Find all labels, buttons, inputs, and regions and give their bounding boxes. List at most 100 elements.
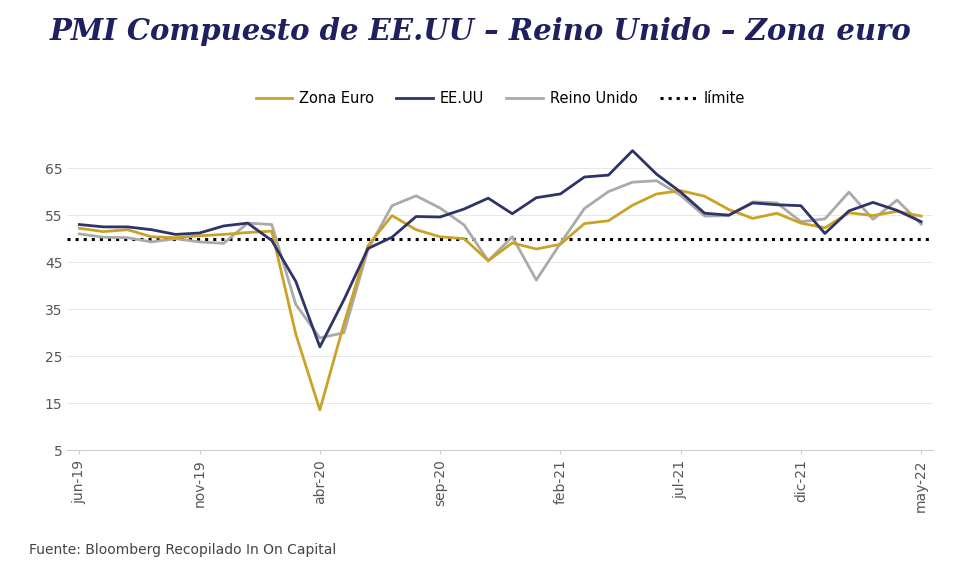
Zona Euro [794,220,805,226]
Reino Unido [169,235,181,242]
Zona Euro [73,225,86,231]
Zona Euro [554,241,565,248]
EE.UU [770,202,781,208]
EE.UU [602,172,613,178]
EE.UU [842,208,853,215]
Zona Euro [866,212,877,219]
Zona Euro [818,225,829,231]
Reino Unido [578,205,589,212]
Reino Unido [361,246,373,253]
límite [98,235,110,242]
Reino Unido [193,239,205,245]
EE.UU [242,220,254,226]
Reino Unido [626,179,637,186]
EE.UU [217,222,229,229]
EE.UU [169,231,181,238]
EE.UU [530,194,541,201]
EE.UU [193,230,205,236]
EE.UU [385,234,398,240]
Reino Unido [121,234,133,241]
EE.UU [409,213,421,220]
EE.UU [794,202,805,209]
Reino Unido [146,239,158,245]
Reino Unido [818,216,829,222]
Zona Euro [505,239,517,246]
Zona Euro [770,210,781,217]
Reino Unido [890,196,901,203]
Reino Unido [242,220,254,226]
Zona Euro [385,212,398,219]
Reino Unido [794,218,805,225]
EE.UU [578,173,589,180]
EE.UU [146,226,158,233]
EE.UU [866,199,877,206]
Zona Euro [890,208,901,215]
Zona Euro [650,190,661,197]
Reino Unido [289,301,301,308]
Zona Euro [457,235,469,242]
Zona Euro [626,202,637,209]
EE.UU [626,148,637,154]
EE.UU [698,210,709,217]
Reino Unido [530,276,541,283]
Zona Euro [242,229,254,236]
Text: PMI Compuesto de EE.UU – Reino Unido – Zona euro: PMI Compuesto de EE.UU – Reino Unido – Z… [50,17,911,46]
EE.UU [121,224,133,230]
Reino Unido [722,212,733,219]
Zona Euro [409,226,421,233]
Reino Unido [554,240,565,247]
Reino Unido [98,234,110,240]
Zona Euro [289,331,301,338]
Legend: Zona Euro, EE.UU, Reino Unido, límite: Zona Euro, EE.UU, Reino Unido, límite [250,86,750,113]
Text: Fuente: Bloomberg Recopilado In On Capital: Fuente: Bloomberg Recopilado In On Capit… [29,543,335,557]
EE.UU [265,237,277,244]
Zona Euro [265,228,277,235]
Zona Euro [121,226,133,233]
EE.UU [289,278,301,285]
Zona Euro [602,217,613,224]
EE.UU [554,190,565,197]
Zona Euro [338,320,350,327]
Zona Euro [433,234,445,240]
límite [73,235,86,242]
Reino Unido [866,216,877,223]
Zona Euro [914,213,925,220]
EE.UU [746,199,757,206]
Zona Euro [842,209,853,216]
Reino Unido [409,193,421,199]
Zona Euro [361,242,373,249]
EE.UU [98,224,110,230]
Zona Euro [313,406,325,413]
EE.UU [722,212,733,218]
Reino Unido [602,188,613,195]
Reino Unido [265,221,277,228]
EE.UU [73,221,86,228]
EE.UU [650,171,661,177]
Zona Euro [146,234,158,240]
Reino Unido [338,329,350,336]
Reino Unido [457,222,469,229]
EE.UU [457,205,469,212]
Reino Unido [698,213,709,220]
Line: Zona Euro: Zona Euro [79,191,920,410]
Reino Unido [914,221,925,227]
Zona Euro [169,234,181,241]
Reino Unido [73,231,86,238]
Reino Unido [505,234,517,240]
EE.UU [914,218,925,225]
Zona Euro [217,231,229,238]
EE.UU [674,189,685,195]
Zona Euro [481,257,494,264]
Reino Unido [842,189,853,195]
EE.UU [313,343,325,350]
Reino Unido [481,257,494,264]
Zona Euro [698,193,709,200]
Zona Euro [98,228,110,235]
EE.UU [433,213,445,220]
Reino Unido [650,177,661,184]
Reino Unido [746,199,757,205]
Reino Unido [433,205,445,212]
Zona Euro [193,233,205,239]
Zona Euro [746,215,757,222]
EE.UU [890,207,901,214]
